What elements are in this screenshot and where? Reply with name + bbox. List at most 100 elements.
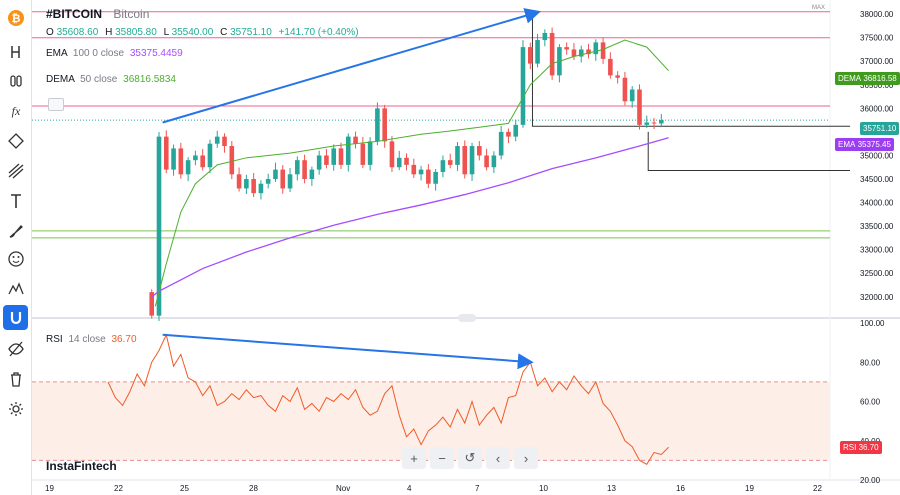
- candle[interactable]: [178, 142, 184, 179]
- candle[interactable]: [338, 142, 344, 170]
- candle[interactable]: [207, 139, 213, 174]
- zoom-out-button[interactable]: −: [430, 447, 454, 469]
- magnet-icon[interactable]: [3, 305, 28, 330]
- bars-icon[interactable]: [3, 68, 28, 93]
- candle[interactable]: [396, 150, 402, 171]
- emoji-icon[interactable]: [3, 246, 28, 271]
- ema-line[interactable]: [151, 137, 669, 298]
- candle[interactable]: [375, 102, 380, 146]
- node-icon[interactable]: [3, 128, 28, 153]
- candle[interactable]: [484, 148, 489, 171]
- candle[interactable]: [520, 40, 526, 128]
- candle[interactable]: [331, 144, 337, 171]
- candle[interactable]: [295, 156, 300, 181]
- candle[interactable]: [608, 52, 613, 79]
- rsi-line[interactable]: [107, 333, 669, 465]
- ema-legend[interactable]: EMA 100 0 close 35375.4459: [46, 48, 183, 59]
- candle[interactable]: [353, 131, 358, 149]
- candle[interactable]: [455, 142, 460, 171]
- zoom-in-button[interactable]: +: [402, 447, 426, 469]
- candle[interactable]: [600, 37, 606, 64]
- candle[interactable]: [171, 144, 176, 176]
- candle[interactable]: [229, 141, 235, 180]
- candle[interactable]: [360, 136, 366, 169]
- dema-line[interactable]: [154, 39, 669, 307]
- range-level-line[interactable]: [531, 11, 850, 127]
- candle[interactable]: [156, 132, 162, 321]
- candle[interactable]: [367, 137, 373, 171]
- candle[interactable]: [302, 154, 307, 184]
- candle[interactable]: [571, 43, 577, 61]
- support-level-line[interactable]: [647, 131, 850, 172]
- pattern-icon[interactable]: [3, 276, 28, 301]
- candle[interactable]: [447, 153, 453, 169]
- trend-lines-icon[interactable]: [3, 158, 28, 183]
- candle[interactable]: [251, 172, 256, 198]
- candle[interactable]: [258, 180, 264, 200]
- candle[interactable]: [433, 168, 438, 191]
- candle[interactable]: [214, 130, 220, 148]
- candle[interactable]: [513, 119, 519, 142]
- candle[interactable]: [622, 71, 628, 106]
- bitcoin-logo-icon[interactable]: ₿: [3, 5, 28, 30]
- candle[interactable]: [273, 162, 278, 182]
- candle[interactable]: [193, 150, 198, 166]
- dema-legend[interactable]: DEMA 50 close 36816.5834: [46, 74, 176, 85]
- candle[interactable]: [200, 148, 205, 171]
- candle[interactable]: [287, 168, 293, 193]
- candle[interactable]: [593, 39, 599, 61]
- candle[interactable]: [578, 45, 584, 63]
- candle[interactable]: [564, 42, 569, 55]
- rsi-legend[interactable]: RSI 14 close 36.70: [46, 334, 137, 345]
- candle[interactable]: [586, 43, 591, 59]
- candle[interactable]: [418, 165, 424, 181]
- candle[interactable]: [637, 84, 642, 130]
- candle[interactable]: [404, 153, 409, 171]
- candle[interactable]: [185, 157, 191, 182]
- candle[interactable]: [615, 71, 620, 84]
- settings-icon[interactable]: [3, 396, 28, 421]
- text-icon[interactable]: [3, 188, 28, 213]
- trend-arrow[interactable]: [162, 8, 541, 124]
- candle[interactable]: [469, 142, 475, 182]
- candle[interactable]: [345, 133, 351, 172]
- trash-icon[interactable]: [3, 366, 28, 391]
- candle[interactable]: [644, 115, 650, 128]
- candle[interactable]: [163, 130, 169, 174]
- candle[interactable]: [477, 141, 482, 161]
- candle[interactable]: [316, 150, 322, 175]
- candle[interactable]: [382, 104, 387, 148]
- candle[interactable]: [629, 86, 635, 108]
- candle[interactable]: [651, 118, 657, 129]
- pane-resize-handle[interactable]: [458, 314, 476, 322]
- candle[interactable]: [506, 128, 511, 144]
- brush-icon[interactable]: [3, 218, 28, 243]
- scroll-right-button[interactable]: ›: [514, 447, 538, 469]
- candle[interactable]: [280, 165, 286, 194]
- candle[interactable]: [535, 33, 540, 68]
- candle[interactable]: [440, 155, 446, 178]
- candle[interactable]: [149, 289, 155, 319]
- eye-off-icon[interactable]: [3, 336, 28, 361]
- fx-icon[interactable]: fx: [3, 98, 28, 123]
- reset-button[interactable]: ↺: [458, 447, 482, 469]
- candle[interactable]: [309, 166, 315, 186]
- scroll-left-button[interactable]: ‹: [486, 447, 510, 469]
- trend-arrow[interactable]: [162, 333, 534, 370]
- candle[interactable]: [265, 173, 271, 189]
- candle[interactable]: [244, 174, 249, 195]
- candle[interactable]: [222, 133, 227, 153]
- candle[interactable]: [411, 158, 417, 178]
- candle[interactable]: [549, 27, 555, 80]
- candle[interactable]: [389, 136, 395, 172]
- h-icon[interactable]: [3, 39, 28, 64]
- candle[interactable]: [498, 125, 504, 160]
- candle[interactable]: [491, 151, 497, 173]
- chart-area[interactable]: MAX 38000.00 37500.00 37000.00 36500.00 36000…: [32, 0, 900, 495]
- candle[interactable]: [557, 44, 562, 83]
- candle[interactable]: [426, 164, 431, 189]
- candle[interactable]: [462, 140, 468, 179]
- candle[interactable]: [236, 167, 242, 192]
- candle[interactable]: [324, 148, 329, 169]
- collapse-legend-button[interactable]: [48, 98, 64, 111]
